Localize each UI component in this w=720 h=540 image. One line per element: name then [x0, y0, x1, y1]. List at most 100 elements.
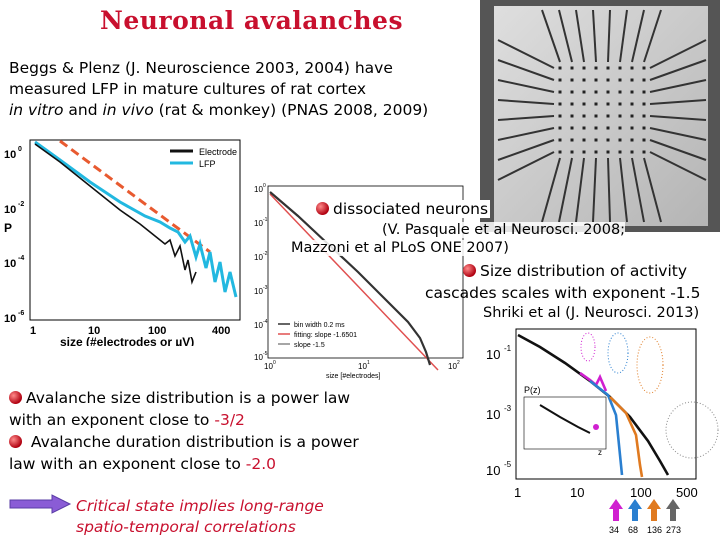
electrode-pad: [618, 126, 622, 130]
p2-xtick-2-exp: 1: [367, 360, 370, 366]
p2-legend-1: bin width 0.2 ms: [294, 322, 345, 329]
p2-xtick-3: 10: [448, 362, 457, 371]
electrode-pad: [570, 102, 574, 106]
p2-ytick-6: 10: [254, 353, 263, 362]
electrode-pad: [606, 126, 610, 130]
electrode-trace: [558, 9, 573, 63]
electrode-pad: [642, 102, 646, 106]
electrode-trace: [497, 39, 555, 69]
p2-ytick-1: 10: [254, 185, 263, 194]
p2-ytick-5-exp: -4: [263, 319, 268, 325]
electrode-pad: [618, 138, 622, 142]
network-68-icon: [607, 332, 629, 374]
electrode-pad: [630, 138, 634, 142]
electrode-trace: [541, 9, 561, 63]
electrode-trace: [631, 9, 645, 63]
critical-state-text: Critical state implies long-range spatio…: [76, 496, 324, 538]
electrode-trace: [497, 139, 555, 161]
electrode-trace: [643, 157, 662, 223]
p3-inset-curve: [539, 404, 591, 434]
p3-xtick-4: 500: [676, 485, 698, 500]
electrode-pad: [606, 102, 610, 106]
electrode-trace: [497, 115, 555, 121]
electrode-trace: [497, 151, 555, 181]
intro-line-3: in vitro and in vivo (rat & monkey) (PNA…: [9, 100, 428, 121]
electrode-pad: [606, 138, 610, 142]
electrode-pad: [618, 150, 622, 154]
electrode-pad: [570, 138, 574, 142]
electrode-trace: [649, 39, 707, 69]
p3-ytick-1: 10: [486, 347, 500, 362]
finding-duration-text-2: law with an exponent close to: [9, 455, 246, 473]
p2-xtick-2: 10: [358, 362, 367, 371]
electrode-pad: [558, 126, 562, 130]
fit-line: [59, 139, 211, 254]
electrode-pad: [558, 102, 562, 106]
intro-text: Beggs & Plenz (J. Neuroscience 2003, 200…: [9, 58, 428, 121]
electrode-pad: [582, 66, 586, 70]
electrode-pad: [558, 66, 562, 70]
bullet-icon: [9, 391, 22, 404]
bullet-icon: [316, 202, 329, 215]
x-tick-4: 400: [212, 325, 230, 337]
finding-avalanche-duration-2: law with an exponent close to -2.0: [9, 453, 389, 475]
up-arrow-icon: [647, 499, 661, 521]
electrode-pad: [606, 90, 610, 94]
electrode-trace: [558, 157, 573, 223]
electrode-pad: [606, 114, 610, 118]
electrode-pad: [630, 114, 634, 118]
electrode-trace: [607, 157, 611, 223]
electrode-pad: [582, 126, 586, 130]
electrode-trace: [575, 9, 585, 63]
electrode-pad: [582, 150, 586, 154]
and-text: and: [63, 101, 103, 119]
electrode-pad: [570, 150, 574, 154]
p3-ytick-1-exp: -1: [504, 344, 512, 353]
electrode-pad: [606, 150, 610, 154]
electrode-pad: [570, 126, 574, 130]
electrode-trace: [497, 59, 555, 81]
electrode-trace: [575, 157, 585, 223]
electrode-pad: [594, 114, 598, 118]
arrow-label: 34: [609, 525, 619, 535]
critical-line-1: Critical state implies long-range: [76, 497, 324, 515]
electrode-pad: [618, 102, 622, 106]
y-tick-2: 10: [4, 204, 16, 216]
electrode-pad: [642, 150, 646, 154]
p2-xlabel: size [#electrodes]: [326, 373, 381, 380]
plot-beggs-plenz: Electrode LFP 10 0 10 -2 10 -4 10 -6 P 1…: [4, 139, 241, 346]
in-vitro-text: in vitro: [9, 101, 64, 119]
p2-ytick-4-exp: -3: [263, 285, 268, 291]
electrode-trace: [607, 9, 611, 63]
x-axis-label: size (#electrodes or µV): [60, 335, 194, 346]
electrode-trace: [592, 9, 597, 63]
network-136-icon: [636, 336, 664, 394]
arrow-label: 68: [628, 525, 638, 535]
legend-lfp: LFP: [199, 159, 216, 169]
y-axis-label: P: [4, 221, 12, 235]
plot-shriki: 10 -1 10 -3 10 -5 1 10 100 500 P(z) z 34 68 1…: [486, 328, 719, 535]
p3-ytick-3: 10: [486, 463, 500, 478]
p2-ytick-2: 10: [254, 219, 263, 228]
electrode-pad: [630, 126, 634, 130]
in-vivo-text: in vivo: [102, 101, 154, 119]
electrode-pad: [594, 126, 598, 130]
right-arrow-icon: [9, 494, 72, 514]
p3-orange-curve: [609, 396, 644, 478]
electrode-array-photo: [480, 0, 720, 232]
electrode-pad: [570, 90, 574, 94]
electrode-pad: [642, 138, 646, 142]
electrode-trace: [643, 9, 662, 63]
slide-title: Neuronal avalanches: [100, 6, 404, 35]
electrode-pad: [642, 66, 646, 70]
electrode-pad: [642, 126, 646, 130]
arrow-label: 273: [666, 525, 681, 535]
electrode-pad: [594, 90, 598, 94]
electrode-pad: [594, 78, 598, 82]
finding-size-text-1: Avalanche size distribution is a power l…: [26, 389, 351, 407]
electrode-pad: [630, 78, 634, 82]
finding-avalanche-duration: Avalanche duration distribution is a pow…: [9, 431, 389, 453]
electrode-pad: [558, 150, 562, 154]
electrode-trace: [619, 157, 628, 223]
electrode-pad: [618, 78, 622, 82]
